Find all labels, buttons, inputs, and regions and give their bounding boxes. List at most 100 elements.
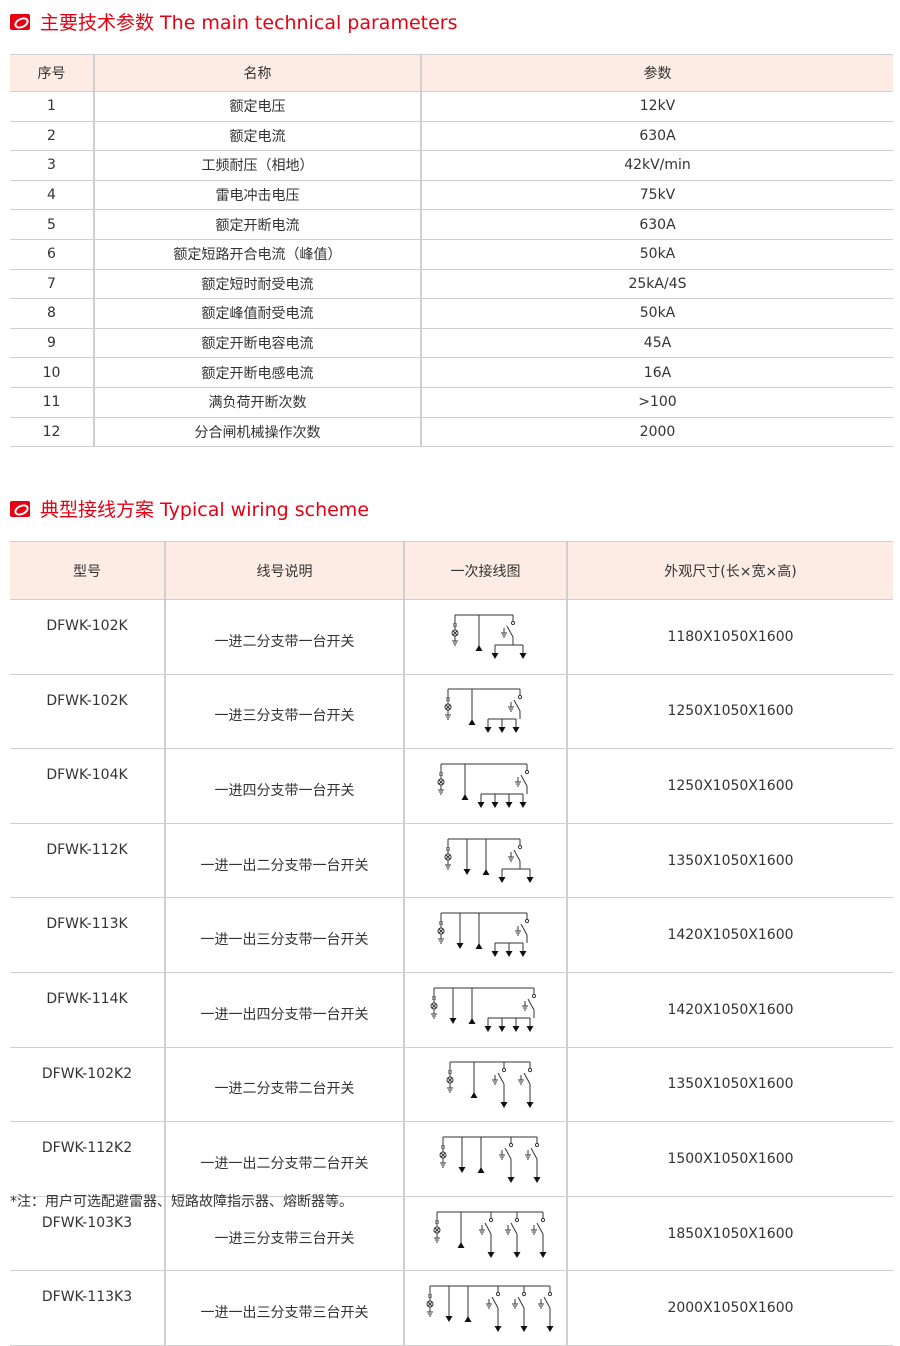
cell-size: 2000X1050X1600: [566, 1270, 893, 1346]
cell-desc: 一进二分支带二台开关: [164, 1046, 405, 1123]
arrow-down-icon: [458, 1166, 465, 1173]
cell-desc: 一进一出二分支带一台开关: [164, 822, 405, 899]
wiring-diagram: [444, 838, 533, 883]
arrow-up-icon: [464, 1316, 471, 1323]
switch-blade: [520, 923, 527, 936]
section-badge-icon: [10, 13, 30, 30]
wiring-diagram: [451, 614, 526, 659]
table-row: 11 满负荷开断次数 >100: [10, 386, 893, 418]
cell-name: 额定峰值耐受电流: [93, 298, 422, 329]
switch-blade: [523, 1073, 530, 1085]
switch-contact-icon: [514, 1217, 519, 1222]
header-size: 外观尺寸(长×宽×高): [566, 541, 893, 600]
switch-contact-icon: [501, 1068, 506, 1073]
cell-model: DFWK-113K: [10, 897, 166, 973]
cell-name: 额定开断电感电流: [93, 357, 422, 388]
table-row: 4 雷电冲击电压 75kV: [10, 179, 893, 211]
cell-name: 额定电流: [93, 120, 422, 152]
arrow-down-icon: [491, 951, 498, 958]
switch-blade: [520, 774, 527, 787]
cell-diagram: [403, 897, 568, 973]
arrow-up-icon: [477, 1166, 484, 1173]
switch-contact-icon: [524, 769, 529, 775]
switch-contact-icon: [488, 1217, 493, 1222]
cell-value: 42kV/min: [420, 150, 893, 181]
wiring-diagram: [446, 1061, 533, 1109]
switch-blade: [513, 700, 520, 712]
arrow-up-icon: [470, 1092, 477, 1099]
arrow-up-icon: [475, 943, 482, 950]
table-row: DFWK-112K 一进一出二分支带一台开关 1350X1050X1600: [10, 822, 893, 899]
cell-size: 1350X1050X1600: [566, 822, 893, 899]
cell-desc: 一进一出四分支带一台开关: [164, 971, 405, 1048]
cell-size: 1350X1050X1600: [566, 1046, 893, 1123]
table-row: 8 额定峰值耐受电流 50kA: [10, 298, 893, 329]
switch-blade: [530, 1147, 537, 1160]
wiring-diagram: [433, 1211, 546, 1258]
header-desc: 线号说明: [164, 541, 405, 600]
switch-blade: [504, 1147, 511, 1160]
cell-index: 10: [10, 357, 95, 388]
pt-icon: [445, 705, 450, 710]
cell-name: 雷电冲击电压: [93, 179, 422, 211]
switch-contact-icon: [547, 1292, 552, 1297]
arrow-down-icon: [498, 1025, 505, 1032]
switch-blade: [510, 1222, 517, 1234]
cell-model: DFWK-102K: [10, 673, 166, 750]
cell-index: 6: [10, 238, 95, 270]
wiring-diagram: [437, 763, 529, 808]
cell-name: 额定短时耐受电流: [93, 268, 422, 300]
cell-model: DFWK-112K2: [10, 1121, 166, 1197]
pt-icon: [438, 928, 443, 934]
switch-blade: [543, 1296, 550, 1309]
arrow-down-icon: [507, 1176, 514, 1183]
cell-index: 4: [10, 179, 95, 211]
switch-contact-icon: [495, 1292, 500, 1297]
arrow-down-icon: [484, 1025, 491, 1032]
section-title-wiring: 典型接线方案 Typical wiring scheme: [10, 495, 369, 522]
cell-diagram: [403, 1195, 568, 1272]
header-name: 名称: [93, 54, 422, 92]
cell-value: 50kA: [420, 298, 893, 329]
cell-diagram: [403, 1121, 568, 1197]
cell-value: 16A: [420, 357, 893, 388]
wiring-diagram: [444, 688, 522, 734]
cell-name: 分合闸机械操作次数: [93, 416, 422, 448]
arrow-down-icon: [519, 652, 526, 659]
table-row: DFWK-113K 一进一出三分支带一台开关 1420X1050X1600: [10, 897, 893, 973]
arrow-up-icon: [482, 868, 489, 875]
table-row: 9 额定开断电容电流 45A: [10, 327, 893, 359]
arrow-down-icon: [498, 876, 505, 883]
header-value: 参数: [420, 54, 893, 92]
section-badge-icon: [10, 500, 30, 517]
switch-blade: [517, 1296, 524, 1309]
cell-model: DFWK-102K2: [10, 1046, 166, 1123]
table-row: 2 额定电流 630A: [10, 120, 893, 152]
header-model: 型号: [10, 541, 166, 600]
arrow-down-icon: [519, 801, 526, 808]
pt-icon: [447, 1078, 452, 1083]
cell-index: 11: [10, 386, 95, 418]
cell-name: 额定短路开合电流（峰值）: [93, 238, 422, 270]
switch-contact-icon: [531, 993, 536, 998]
wiring-diagram: [437, 912, 529, 958]
table-row: 5 额定开断电流 630A: [10, 209, 893, 240]
table-row: 1 额定电压 12kV: [10, 91, 893, 122]
arrow-down-icon: [539, 1251, 546, 1258]
arrow-down-icon: [449, 1017, 456, 1024]
section-title-parameters: 主要技术参数 The main technical parameters: [10, 8, 458, 35]
pt-icon: [440, 1152, 445, 1158]
arrow-down-icon: [484, 727, 491, 734]
header-index: 序号: [10, 54, 95, 92]
arrow-down-icon: [505, 801, 512, 808]
arrow-down-icon: [498, 727, 505, 734]
wiring-diagram: [439, 1136, 540, 1183]
cell-index: 7: [10, 268, 95, 300]
cell-desc: 一进一出三分支带一台开关: [164, 897, 405, 973]
cell-diagram: [403, 599, 568, 675]
arrow-down-icon: [546, 1326, 553, 1333]
arrow-down-icon: [505, 951, 512, 958]
pt-icon: [431, 1003, 436, 1009]
cell-name: 满负荷开断次数: [93, 386, 422, 418]
wiring-diagram: [426, 1285, 553, 1333]
